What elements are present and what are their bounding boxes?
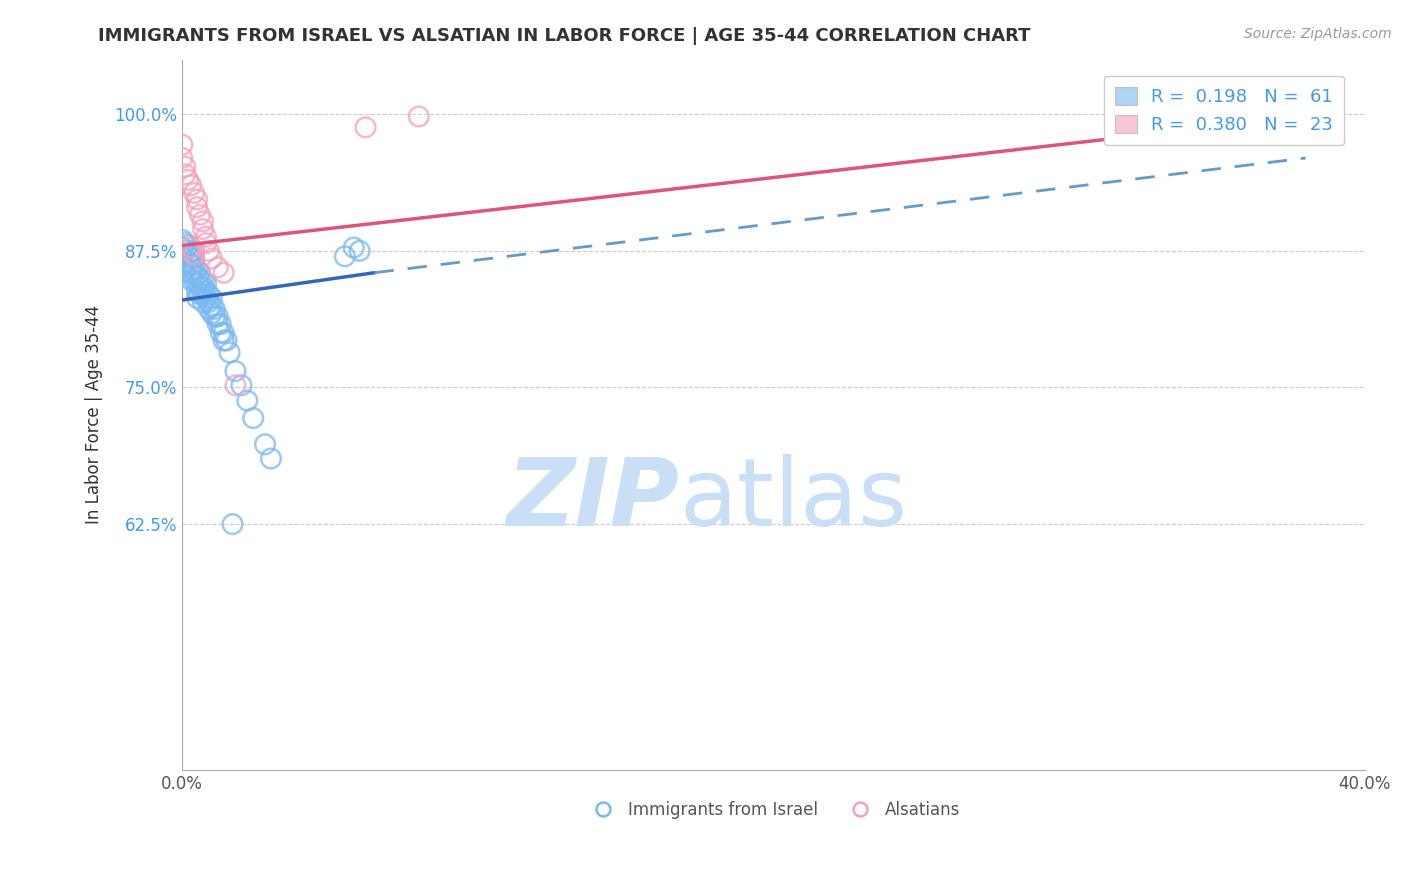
Point <box>224 364 246 378</box>
Point <box>212 266 235 280</box>
Point <box>191 287 214 301</box>
Point <box>188 287 211 301</box>
Point <box>177 173 200 187</box>
Point <box>191 214 214 228</box>
Point <box>183 186 205 200</box>
Point <box>333 249 356 263</box>
Point <box>212 334 235 348</box>
Point <box>172 258 194 272</box>
Point <box>198 295 221 310</box>
Point <box>204 310 226 324</box>
Point <box>180 241 202 255</box>
Point <box>207 260 229 275</box>
Point <box>180 178 202 193</box>
Point <box>188 273 211 287</box>
Point <box>224 378 246 392</box>
Point <box>177 238 200 252</box>
Point <box>242 411 264 425</box>
Point <box>177 254 200 268</box>
Point <box>349 244 371 258</box>
Point <box>194 229 217 244</box>
Point <box>186 268 208 283</box>
Legend: Immigrants from Israel, Alsatians: Immigrants from Israel, Alsatians <box>581 794 967 826</box>
Point <box>174 167 197 181</box>
Point <box>198 287 221 301</box>
Point <box>343 241 366 255</box>
Point <box>188 280 211 294</box>
Point <box>183 252 205 266</box>
Point <box>191 222 214 236</box>
Point <box>172 249 194 263</box>
Text: IMMIGRANTS FROM ISRAEL VS ALSATIAN IN LABOR FORCE | AGE 35-44 CORRELATION CHART: IMMIGRANTS FROM ISRAEL VS ALSATIAN IN LA… <box>98 27 1031 45</box>
Point <box>172 233 194 247</box>
Point <box>180 258 202 272</box>
Point <box>201 306 224 320</box>
Point <box>209 326 232 340</box>
Point <box>201 298 224 312</box>
Point <box>194 277 217 291</box>
Point <box>212 326 235 340</box>
Point <box>172 151 194 165</box>
Point <box>231 378 253 392</box>
Y-axis label: In Labor Force | Age 35-44: In Labor Force | Age 35-44 <box>86 305 103 524</box>
Point <box>183 266 205 280</box>
Point <box>174 160 197 174</box>
Point <box>198 301 221 316</box>
Point <box>183 247 205 261</box>
Point <box>180 273 202 287</box>
Point <box>201 252 224 266</box>
Point <box>221 517 243 532</box>
Point <box>172 241 194 255</box>
Point <box>201 291 224 305</box>
Point <box>191 273 214 287</box>
Point <box>191 280 214 294</box>
Point <box>180 249 202 263</box>
Point <box>186 200 208 214</box>
Point <box>236 393 259 408</box>
Point <box>172 266 194 280</box>
Point <box>172 137 194 152</box>
Point <box>354 120 377 135</box>
Point <box>215 334 238 348</box>
Point <box>183 258 205 272</box>
Point <box>408 110 430 124</box>
Point <box>188 208 211 222</box>
Point <box>207 317 229 331</box>
Point <box>207 310 229 324</box>
Point <box>177 247 200 261</box>
Point <box>194 285 217 299</box>
Point <box>194 291 217 305</box>
Text: Source: ZipAtlas.com: Source: ZipAtlas.com <box>1244 27 1392 41</box>
Point <box>186 193 208 207</box>
Point <box>186 277 208 291</box>
Point <box>204 301 226 316</box>
Text: atlas: atlas <box>679 454 907 546</box>
Point <box>188 266 211 280</box>
Point <box>174 244 197 258</box>
Text: ZIP: ZIP <box>506 454 679 546</box>
Point <box>183 244 205 258</box>
Point <box>260 451 283 466</box>
Point <box>174 236 197 251</box>
Point <box>180 266 202 280</box>
Point <box>186 291 208 305</box>
Point <box>209 317 232 331</box>
Point <box>198 244 221 258</box>
Point <box>254 437 277 451</box>
Point <box>191 295 214 310</box>
Point <box>186 285 208 299</box>
Point <box>194 236 217 251</box>
Point <box>183 273 205 287</box>
Point <box>186 262 208 277</box>
Point <box>218 345 240 359</box>
